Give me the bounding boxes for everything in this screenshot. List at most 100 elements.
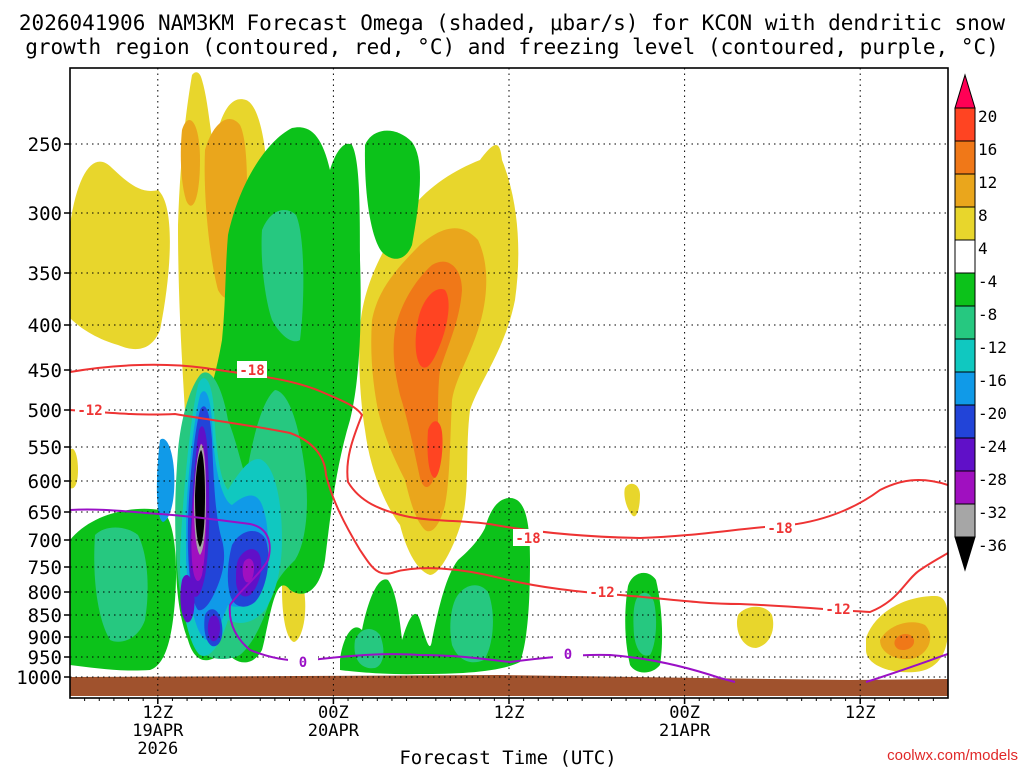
- dgz-contour-minus12: [70, 409, 948, 614]
- y-tick-label: 650: [28, 502, 62, 524]
- y-tick-label: 950: [28, 647, 62, 669]
- contour-label-bg: [513, 529, 543, 546]
- contour-label-bg: [587, 583, 617, 600]
- y-tick-label: 550: [28, 437, 62, 459]
- colorbar-swatch: [954, 107, 976, 142]
- x-axis-label: Forecast Time (UTC): [399, 747, 616, 768]
- colorbar-swatch: [954, 470, 976, 505]
- x-tick-label: 00Z: [318, 703, 349, 723]
- x-tick-label: 2026: [137, 739, 178, 759]
- omega-shading: [70, 72, 948, 675]
- colorbar-swatch: [954, 503, 976, 538]
- contour-label: -12: [77, 403, 102, 419]
- y-tick-label: 750: [28, 557, 62, 579]
- colorbar-swatch: [954, 239, 976, 274]
- colorbar-top-arrow: [954, 73, 976, 109]
- y-tick-label: 900: [28, 627, 62, 649]
- colorbar-swatch: [954, 338, 976, 373]
- omega-region-rising-weak: [70, 448, 78, 489]
- omega-region-rising-moderate: [180, 120, 200, 206]
- y-tick-label: 600: [28, 471, 62, 493]
- y-tick-label: 350: [28, 263, 62, 285]
- y-tick-label: 300: [28, 203, 62, 225]
- colorbar-label: -28: [978, 470, 1007, 489]
- chart-title-line-2: growth region (contoured, red, °C) and f…: [25, 35, 999, 59]
- y-tick-label: 250: [28, 134, 62, 156]
- colorbar-label: 8: [978, 206, 988, 225]
- colorbar-label: 20: [978, 107, 997, 126]
- contour-label: -18: [239, 363, 264, 379]
- omega-region-sinking-extreme: [180, 574, 195, 623]
- contour-label-bg: [823, 600, 853, 617]
- omega-region-sinking-moderate: [261, 210, 304, 342]
- colorbar-bottom-arrow: [954, 536, 976, 572]
- x-tick-label: 12Z: [494, 703, 525, 723]
- freezing-level-contour: [865, 653, 948, 683]
- omega-region-sinking-moderate: [94, 527, 148, 642]
- colorbar-label: -16: [978, 371, 1007, 390]
- colorbar: 20 16 12 8 4 -4 -8 -12 -16 -20 -24 -28 -32 -36: [954, 73, 1007, 572]
- omega-region-sinking-extreme: [207, 615, 220, 642]
- omega-region-rising-strong: [894, 634, 915, 650]
- y-tick-label: 500: [28, 400, 62, 422]
- contour-label-bg: [75, 401, 105, 418]
- y-tick-label: 450: [28, 360, 62, 382]
- colorbar-label: -8: [978, 305, 997, 324]
- omega-region-sinking-max-core: [195, 450, 205, 547]
- colorbar-swatch: [954, 173, 976, 208]
- contour-label: 0: [564, 647, 572, 663]
- dgz-contour-minus18: [70, 363, 948, 540]
- omega-region-rising-very-strong: [427, 421, 443, 478]
- y-tick-label: 850: [28, 605, 62, 627]
- omega-region-rising-weak: [736, 606, 774, 648]
- grid-lines: [70, 68, 948, 698]
- colorbar-label: -32: [978, 503, 1007, 522]
- colorbar-swatch: [954, 272, 976, 307]
- colorbar-swatch: [954, 305, 976, 340]
- colorbar-swatch: [954, 404, 976, 439]
- colorbar-swatch: [954, 437, 976, 472]
- omega-region-sinking-severe: [242, 558, 254, 583]
- chart-title-line-1: 2026041906 NAM3KM Forecast Omega (shaded…: [19, 11, 1006, 35]
- colorbar-label: -20: [978, 404, 1007, 423]
- omega-region-sinking-moderate: [450, 585, 493, 663]
- contour-label: 0: [299, 655, 307, 671]
- contour-label: -12: [825, 602, 850, 618]
- contour-label-bg: [288, 653, 318, 670]
- contour-label: -18: [767, 521, 792, 537]
- omega-region-sinking-stronger: [156, 438, 175, 522]
- x-tick-label: 12Z: [845, 703, 876, 723]
- colorbar-label: 12: [978, 173, 997, 192]
- colorbar-label: 16: [978, 140, 997, 159]
- x-tick-label: 21APR: [659, 721, 711, 741]
- colorbar-label: -12: [978, 338, 1007, 357]
- omega-region-rising-very-strong: [415, 289, 449, 368]
- y-tick-label: 700: [28, 530, 62, 552]
- credit-text: coolwx.com/models: [887, 747, 1018, 764]
- y-tick-label: 800: [28, 582, 62, 604]
- colorbar-swatch: [954, 371, 976, 406]
- omega-region-sinking-weak: [364, 130, 420, 259]
- colorbar-label: -36: [978, 536, 1007, 555]
- omega-region-sinking-moderate: [633, 592, 657, 656]
- x-tick-label: 20APR: [308, 721, 360, 741]
- omega-region-sinking-moderate: [354, 628, 384, 669]
- contour-label-bg: [237, 361, 267, 378]
- omega-region-rising-weak: [624, 483, 640, 517]
- colorbar-swatch: [954, 206, 976, 241]
- contour-label-bg: [765, 519, 795, 536]
- colorbar-swatch: [954, 140, 976, 175]
- contour-label: -12: [589, 585, 614, 601]
- contour-labels: -18 -12 -18 -18 -12 -12 0 0: [75, 361, 853, 671]
- x-tick-label: 19APR: [132, 721, 184, 741]
- y-tick-label: 1000: [16, 667, 62, 689]
- colorbar-label: 4: [978, 239, 988, 258]
- y-axis: 2503003504004505005506006507007508008509…: [16, 134, 70, 689]
- contour-label-bg: [553, 645, 583, 662]
- colorbar-label: -24: [978, 437, 1007, 456]
- contour-label: -18: [515, 531, 540, 547]
- y-tick-label: 400: [28, 315, 62, 337]
- colorbar-label: -4: [978, 272, 997, 291]
